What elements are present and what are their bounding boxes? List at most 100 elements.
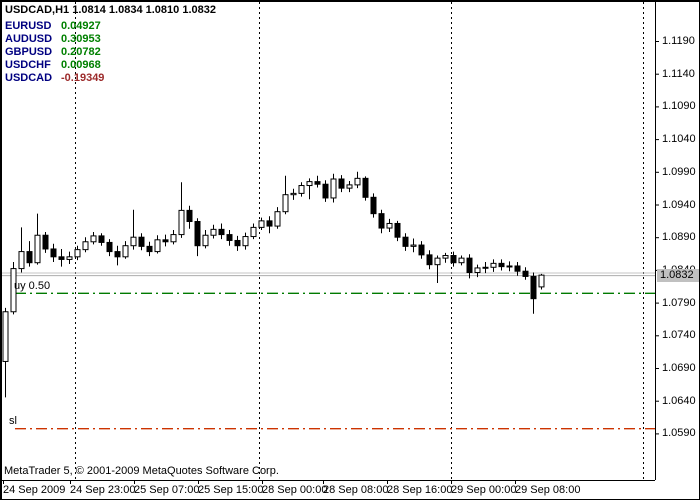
- bear-candle: [266, 220, 273, 227]
- bull-candle: [122, 245, 129, 258]
- bear-candle: [466, 257, 473, 274]
- time-axis-label: 28 Sep 08:00: [323, 484, 389, 496]
- watchlist-value: 0.20782: [61, 46, 101, 58]
- time-axis-label: 29 Sep 08:00: [515, 484, 581, 496]
- bear-candle: [314, 181, 321, 185]
- watchlist-row: USDCAD -0.19349: [5, 72, 104, 85]
- bear-candle: [218, 228, 225, 236]
- chart-title-ohlc: USDCAD,H1 1.0814 1.0834 1.0810 1.0832: [5, 4, 216, 16]
- bull-candle: [354, 177, 361, 186]
- stoploss-level-label[interactable]: sl: [9, 415, 17, 428]
- price-axis-label: 1.0790: [662, 296, 696, 309]
- price-axis-label: 1.1040: [662, 133, 696, 146]
- bull-candle: [538, 274, 545, 288]
- bull-candle: [82, 241, 89, 251]
- bull-candle: [290, 192, 297, 196]
- bull-candle: [386, 222, 393, 229]
- buy-level-label[interactable]: uy 0.50: [14, 279, 51, 292]
- bear-candle: [138, 236, 145, 247]
- bull-candle: [490, 262, 497, 268]
- bull-candle: [410, 244, 417, 247]
- watchlist-row: USDCHF 0.00968: [5, 59, 104, 72]
- bear-candle: [426, 254, 433, 266]
- watchlist-symbol: GBPUSD: [5, 46, 53, 58]
- bear-candle: [394, 222, 401, 238]
- bear-candle: [146, 245, 153, 253]
- bull-candle: [242, 236, 249, 247]
- price-axis-label: 1.0740: [662, 329, 696, 342]
- watchlist-symbol: USDCHF: [5, 59, 51, 71]
- bear-candle: [522, 270, 529, 277]
- bear-candle: [186, 209, 193, 223]
- bear-candle: [58, 256, 65, 260]
- bull-candle: [210, 228, 217, 236]
- bear-candle: [514, 265, 521, 272]
- bear-candle: [42, 234, 49, 250]
- bull-candle: [2, 311, 9, 362]
- watchlist-row: GBPUSD 0.20782: [5, 46, 104, 59]
- bear-candle: [226, 234, 233, 241]
- bear-candle: [530, 275, 537, 300]
- bear-candle: [378, 213, 385, 229]
- price-axis-label: 1.0590: [662, 427, 696, 440]
- price-axis-label: 1.0990: [662, 165, 696, 178]
- bear-candle: [370, 196, 377, 215]
- bear-candle: [98, 235, 105, 243]
- bull-candle: [18, 251, 25, 270]
- bull-candle: [74, 249, 81, 258]
- bear-candle: [362, 177, 369, 198]
- bear-candle: [498, 262, 505, 268]
- time-axis-label: 29 Sep 00:00: [451, 484, 517, 496]
- price-axis-label: 1.0640: [662, 394, 696, 407]
- watchlist-row: EURUSD 0.04927: [5, 20, 104, 33]
- symbol-watchlist-overlay: EURUSD 0.04927 AUDUSD 0.30953 GBPUSD 0.20782 U…: [5, 20, 104, 85]
- bear-candle: [322, 183, 329, 199]
- bull-candle: [178, 209, 185, 236]
- watchlist-row: AUDUSD 0.30953: [5, 33, 104, 46]
- watchlist-value: 0.00968: [61, 59, 101, 71]
- watchlist-symbol: EURUSD: [5, 20, 52, 32]
- bull-candle: [482, 266, 489, 269]
- current-price-box: 1.0832: [657, 269, 699, 283]
- price-axis-label: 1.0890: [662, 231, 696, 244]
- bull-candle: [154, 239, 161, 253]
- bull-candle: [202, 234, 209, 247]
- bull-candle: [346, 184, 353, 189]
- time-axis-label: 24 Sep 23:00: [70, 484, 136, 496]
- price-axis-label: 1.0940: [662, 198, 696, 211]
- price-axis-label: 1.1090: [662, 100, 696, 113]
- bull-candle: [170, 234, 177, 243]
- bear-candle: [50, 248, 57, 258]
- time-axis-label: 28 Sep 16:00: [387, 484, 453, 496]
- bear-candle: [194, 221, 201, 247]
- watchlist-value: 0.30953: [61, 33, 101, 45]
- price-axis-label: 1.1140: [662, 67, 695, 80]
- bull-candle: [10, 268, 17, 313]
- bull-candle: [90, 235, 97, 243]
- bull-candle: [130, 236, 137, 247]
- bear-candle: [338, 178, 345, 189]
- time-axis-label: 25 Sep 15:00: [198, 484, 264, 496]
- bear-candle: [162, 239, 169, 243]
- watchlist-value: 0.04927: [61, 20, 101, 32]
- bull-candle: [474, 267, 481, 274]
- bull-candle: [34, 234, 41, 264]
- time-axis-label: 28 Sep 00:00: [262, 484, 328, 496]
- price-axis-label: 1.0690: [662, 362, 696, 374]
- time-axis-label: 24 Sep 2009: [3, 484, 66, 496]
- bear-candle: [402, 236, 409, 247]
- bull-candle: [434, 257, 441, 266]
- bull-candle: [250, 226, 257, 238]
- watchlist-symbol: AUDUSD: [5, 33, 53, 45]
- time-axis-label: 25 Sep 07:00: [134, 484, 200, 496]
- bull-candle: [282, 194, 289, 213]
- bull-candle: [458, 257, 465, 264]
- bull-candle: [442, 255, 449, 259]
- bull-candle: [506, 265, 513, 268]
- bull-candle: [330, 178, 337, 199]
- bull-candle: [298, 185, 305, 194]
- bull-candle: [306, 181, 313, 187]
